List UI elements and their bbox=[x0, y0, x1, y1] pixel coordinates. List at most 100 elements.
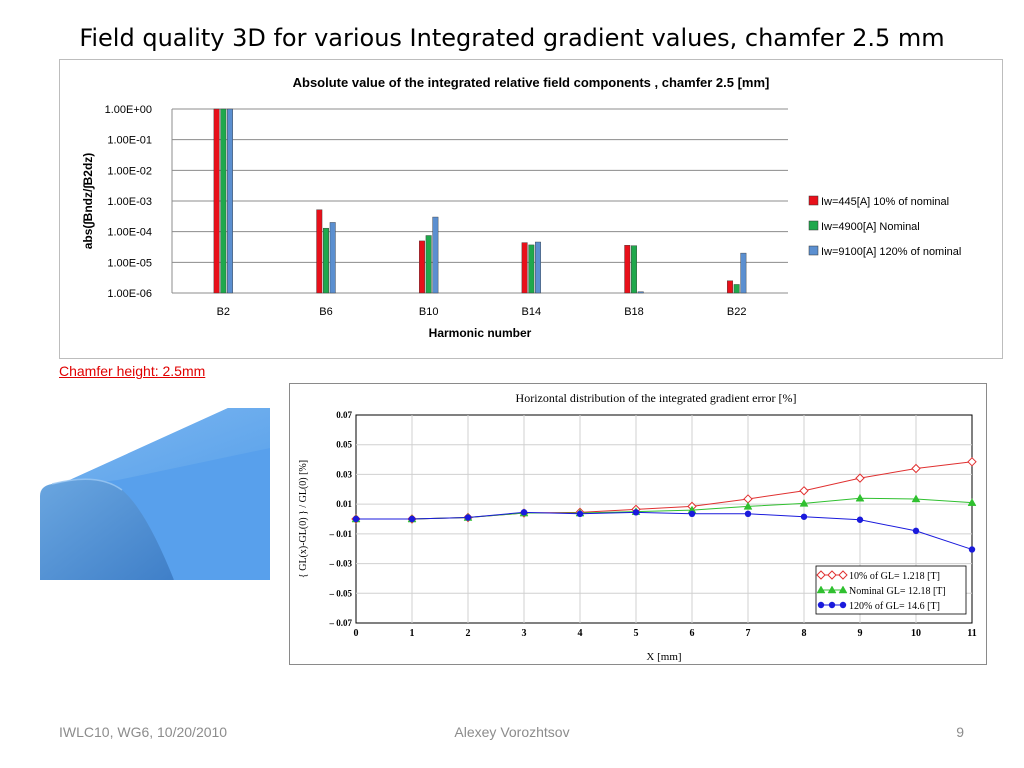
chart1-ytick-label: 1.00E-05 bbox=[107, 257, 152, 269]
chart2-series-line bbox=[356, 511, 973, 550]
chart2-point bbox=[464, 514, 472, 521]
chart2-point bbox=[799, 498, 809, 507]
chart2-point bbox=[520, 509, 528, 516]
chamfer-pole-image bbox=[38, 408, 270, 580]
chart2-xtick-label: 0 bbox=[354, 628, 359, 639]
slide-title: Field quality 3D for various Integrated … bbox=[79, 24, 945, 52]
chart1-title: Absolute value of the integrated relativ… bbox=[293, 75, 770, 90]
chart2-point bbox=[816, 585, 826, 594]
chart1-bar bbox=[329, 222, 336, 294]
footer-page-number: 9 bbox=[956, 724, 964, 740]
chart2-legend-label: 120% of GL= 14.6 [T] bbox=[849, 601, 940, 612]
chart1-bar bbox=[624, 245, 631, 294]
chart1-xtick-label: B6 bbox=[319, 306, 332, 318]
chart1-legend-swatch bbox=[808, 195, 819, 206]
chart2-point bbox=[827, 585, 837, 594]
chart1-legend-label: Iw=4900[A] Nominal bbox=[821, 221, 920, 233]
chart1-bar bbox=[521, 242, 528, 294]
chart2-point bbox=[352, 515, 360, 523]
chart1-ytick-label: 1.00E-06 bbox=[107, 288, 152, 300]
chart2-ytick-label: 0.05 bbox=[336, 440, 352, 450]
chart1-xtick-label: B10 bbox=[419, 306, 439, 318]
chart2-point bbox=[838, 585, 848, 594]
chart1-bar bbox=[227, 108, 233, 294]
footer-author: Alexey Vorozhtsov bbox=[454, 724, 570, 740]
chart2-point bbox=[911, 463, 921, 474]
chart1-legend-swatch bbox=[808, 245, 819, 256]
chart2-point bbox=[632, 509, 640, 516]
chart2-ytick-label: 0.01 bbox=[336, 499, 352, 509]
chart1-bar bbox=[631, 245, 637, 294]
harmonics-bar-chart: Absolute value of the integrated relativ… bbox=[59, 59, 1003, 359]
chart2-ytick-label: 0.03 bbox=[336, 469, 352, 479]
chart2-title: Horizontal distribution of the integrate… bbox=[516, 391, 797, 405]
chart1-legend-swatch bbox=[808, 220, 819, 231]
chamfer-height-link[interactable]: Chamfer height: 2.5mm bbox=[59, 363, 206, 379]
chart1-legend-label: Iw=445[A] 10% of nominal bbox=[821, 196, 949, 208]
gradient-error-line-chart: Horizontal distribution of the integrate… bbox=[289, 383, 987, 665]
chart1-xtick-label: B14 bbox=[522, 306, 542, 318]
chart2-point bbox=[800, 513, 808, 520]
chart1-bar bbox=[213, 108, 220, 294]
chart2-point bbox=[688, 510, 696, 517]
chart2-point bbox=[967, 498, 977, 506]
chart2-xtick-label: 9 bbox=[858, 628, 863, 639]
chart2-ytick-label: – 0.07 bbox=[329, 618, 353, 628]
chart2-xtick-label: 4 bbox=[578, 628, 583, 639]
chart1-bar bbox=[535, 241, 541, 294]
chart2-xlabel: X [mm] bbox=[646, 651, 681, 663]
chart1-bar bbox=[419, 240, 425, 294]
chart1-ytick-label: 1.00E-04 bbox=[107, 227, 152, 239]
chart2-legend-label: Nominal GL= 12.18 [T] bbox=[849, 586, 946, 597]
chart1-bar bbox=[323, 227, 329, 294]
chart2-point bbox=[828, 601, 836, 609]
chart1-ytick-label: 1.00E+00 bbox=[105, 104, 152, 116]
chart2-point bbox=[744, 510, 752, 517]
chart2-xtick-label: 6 bbox=[690, 628, 695, 639]
chart2-point bbox=[817, 601, 825, 609]
chart1-xlabel: Harmonic number bbox=[429, 326, 532, 340]
chart2-xtick-label: 2 bbox=[466, 628, 471, 639]
chart2-point bbox=[827, 570, 837, 580]
chart2-ytick-label: – 0.03 bbox=[329, 559, 353, 569]
chart2-point bbox=[912, 527, 920, 535]
chart1-xtick-label: B18 bbox=[624, 306, 644, 318]
chart1-legend-label: Iw=9100[A] 120% of nominal bbox=[821, 246, 961, 258]
chart2-point bbox=[576, 510, 584, 517]
chart1-bar bbox=[727, 280, 733, 294]
gradient-error-line-chart-svg: Horizontal distribution of the integrate… bbox=[298, 391, 977, 663]
chart1-bar bbox=[733, 284, 740, 294]
chart1-bar bbox=[528, 244, 535, 294]
chart2-point bbox=[855, 493, 865, 502]
chart2-xtick-label: 5 bbox=[634, 628, 639, 639]
chart1-bar bbox=[220, 108, 227, 294]
chart2-ytick-label: – 0.05 bbox=[329, 588, 353, 598]
chart2-point bbox=[855, 473, 865, 483]
chart1-xtick-label: B2 bbox=[217, 306, 230, 318]
chart2-xtick-label: 1 bbox=[410, 628, 415, 639]
chart2-point bbox=[838, 570, 848, 580]
chart1-ytick-label: 1.00E-02 bbox=[107, 165, 152, 177]
chart2-xtick-label: 10 bbox=[911, 628, 921, 639]
chart1-bar bbox=[637, 291, 644, 294]
chart2-point bbox=[856, 516, 864, 523]
chart1-bar bbox=[432, 216, 439, 294]
chart2-legend-entry: 10% of GL= 1.218 [T] bbox=[816, 570, 940, 582]
chart2-point bbox=[839, 601, 847, 609]
chart2-point bbox=[799, 486, 809, 496]
chart2-ylabel: { GL(x)-GL(0) } / GL(0) [%] bbox=[298, 460, 309, 578]
chart1-ytick-label: 1.00E-03 bbox=[107, 196, 152, 208]
chart1-bar bbox=[740, 252, 747, 294]
chart1-bar bbox=[316, 209, 323, 294]
harmonics-bar-chart-svg: Absolute value of the integrated relativ… bbox=[81, 75, 961, 340]
chart2-xtick-label: 3 bbox=[522, 628, 527, 639]
chamfer-pole-illustration bbox=[40, 408, 270, 580]
chart2-point bbox=[911, 494, 921, 503]
chart2-point bbox=[408, 515, 416, 523]
footer-conference: IWLC10, WG6, 10/20/2010 bbox=[59, 724, 228, 740]
chart2-point bbox=[967, 457, 977, 467]
chart2-legend-label: 10% of GL= 1.218 [T] bbox=[849, 571, 940, 582]
chart2-point bbox=[816, 570, 826, 580]
chart1-xtick-label: B22 bbox=[727, 306, 747, 318]
chart2-point bbox=[968, 546, 976, 553]
